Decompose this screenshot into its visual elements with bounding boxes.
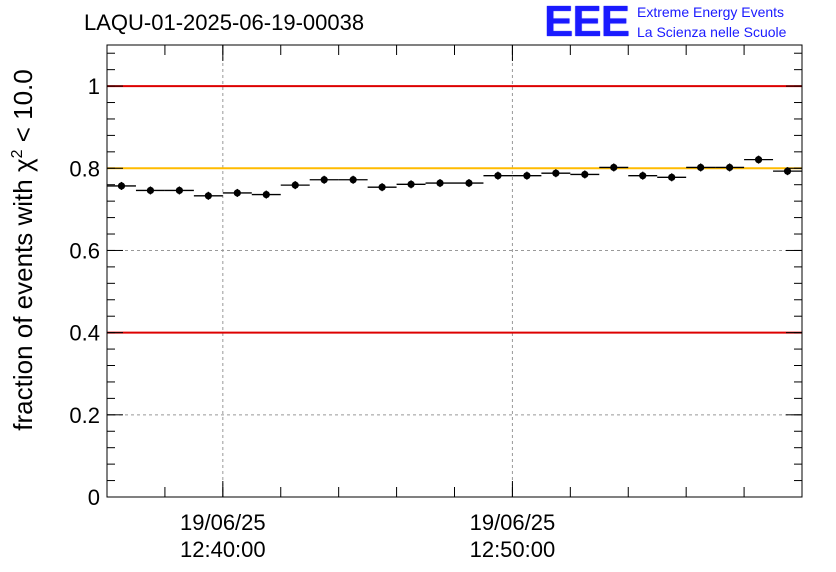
data-point-marker xyxy=(523,172,531,180)
data-point xyxy=(512,171,542,180)
x-tick-label-time: 12:40:00 xyxy=(180,537,266,562)
y-tick-label: 0.6 xyxy=(69,238,100,263)
grid-lines xyxy=(107,45,802,497)
logo-letters: EEE xyxy=(544,0,630,46)
data-point xyxy=(715,163,745,172)
data-points xyxy=(107,155,802,200)
data-point xyxy=(773,167,802,176)
chart-title: LAQU-01-2025-06-19-00038 xyxy=(84,10,365,35)
data-point xyxy=(483,171,513,180)
data-point xyxy=(193,191,223,200)
data-point xyxy=(222,188,252,197)
data-point xyxy=(425,179,455,188)
axis-ticks xyxy=(106,45,803,498)
data-point xyxy=(107,181,136,190)
y-tick-label: 1 xyxy=(88,74,100,99)
data-point-marker xyxy=(639,172,647,180)
data-point-marker xyxy=(291,181,299,189)
data-point-marker xyxy=(378,183,386,191)
data-point-marker xyxy=(581,170,589,179)
data-point-marker xyxy=(668,173,676,181)
reference-lines xyxy=(107,85,802,334)
y-tick-label: 0.8 xyxy=(69,156,100,181)
data-point-marker xyxy=(175,186,183,195)
data-point xyxy=(628,171,658,180)
data-point xyxy=(164,186,194,195)
data-point-marker xyxy=(349,176,357,184)
data-point-marker xyxy=(146,186,155,195)
data-point xyxy=(599,163,629,172)
x-tick-label-date: 19/06/25 xyxy=(180,510,266,535)
data-point-marker xyxy=(233,189,241,197)
data-point-marker xyxy=(754,156,763,164)
data-point-marker xyxy=(697,163,705,172)
y-tick-label: 0.2 xyxy=(69,403,100,428)
data-point-marker xyxy=(726,163,734,172)
logo-line-2: La Scienza nelle Scuole xyxy=(637,24,787,40)
y-tick-label: 0 xyxy=(88,485,100,510)
data-point xyxy=(657,173,687,182)
logo-line-1: Extreme Energy Events xyxy=(637,4,785,20)
data-point-marker xyxy=(407,180,415,188)
data-point-marker xyxy=(552,169,560,177)
y-tick-label: 0.4 xyxy=(69,321,100,346)
data-point-marker xyxy=(320,176,328,184)
data-point xyxy=(454,179,484,188)
data-point xyxy=(686,163,716,172)
data-point-marker xyxy=(610,163,618,172)
data-point-marker xyxy=(783,167,792,175)
data-point xyxy=(251,190,281,199)
data-point-marker xyxy=(204,192,212,200)
data-point xyxy=(570,170,600,179)
data-point-marker xyxy=(494,172,502,180)
data-point-marker xyxy=(436,179,444,187)
data-point xyxy=(396,180,426,189)
x-tick-label-time: 12:50:00 xyxy=(470,537,556,562)
data-point xyxy=(135,186,165,195)
data-point-marker xyxy=(262,190,270,199)
data-point xyxy=(744,155,774,164)
data-point xyxy=(309,175,339,184)
data-point-marker xyxy=(465,179,473,187)
data-point xyxy=(367,183,397,192)
tick-labels: 00.20.40.60.8119/06/2512:40:0019/06/2512… xyxy=(69,74,555,562)
plot-frame xyxy=(106,44,803,498)
data-point xyxy=(338,175,368,184)
x-tick-label-date: 19/06/25 xyxy=(470,510,556,535)
data-point-marker xyxy=(117,182,126,190)
data-point xyxy=(541,169,571,178)
y-axis-label: fraction of events with χ2 < 10.0 xyxy=(8,69,38,430)
data-point xyxy=(280,181,310,190)
